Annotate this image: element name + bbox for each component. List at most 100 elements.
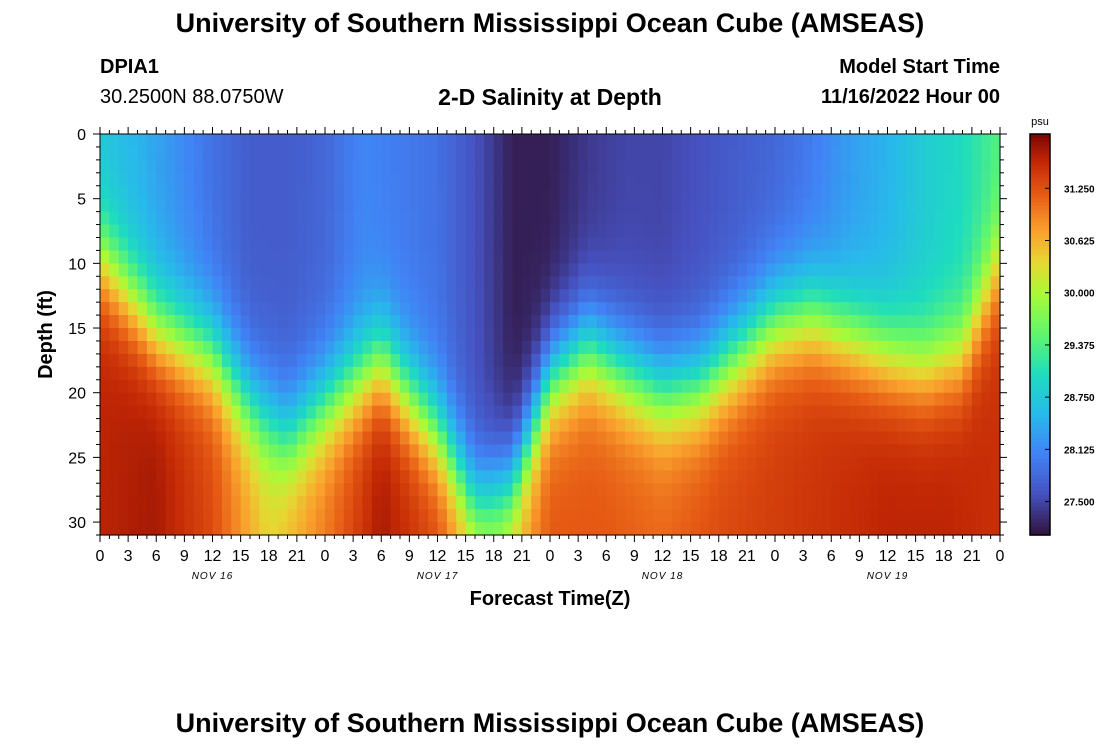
heatmap-cell [325, 146, 335, 161]
heatmap-cell [728, 457, 739, 471]
colorbar-tick-label: 28.125 [1064, 445, 1095, 456]
heatmap-cell [184, 250, 195, 264]
heatmap-cell [306, 366, 317, 381]
heatmap-cell [371, 405, 382, 420]
heatmap-cell [203, 405, 214, 420]
heatmap-cell [268, 444, 279, 458]
heatmap-cell [596, 263, 607, 277]
heatmap-cell [887, 224, 898, 239]
heatmap-cell [400, 134, 410, 148]
heatmap-cell [371, 185, 382, 200]
heatmap-cell [456, 250, 467, 264]
heatmap-cell [906, 276, 917, 290]
heatmap-cell [100, 289, 110, 303]
heatmap-cell [446, 522, 457, 536]
heatmap-cell [456, 444, 467, 458]
heatmap-cell [493, 379, 504, 394]
heatmap-cell [390, 172, 401, 187]
heatmap-cell [990, 185, 1001, 200]
heatmap-cell [325, 315, 335, 329]
heatmap-cell [156, 470, 167, 484]
heatmap-cell [625, 328, 635, 342]
heatmap-cell [456, 302, 467, 316]
heatmap-cell [268, 353, 279, 368]
heatmap-cell [925, 470, 935, 484]
heatmap-cell [559, 366, 570, 381]
heatmap-cell [268, 185, 279, 200]
heatmap-cell [662, 405, 673, 420]
heatmap-cell [643, 289, 654, 303]
colorbar-segment [1030, 490, 1050, 496]
heatmap-cell [971, 276, 982, 290]
colorbar-tick-label: 30.625 [1064, 237, 1095, 248]
heatmap-cell [840, 444, 851, 458]
heatmap-cell [840, 185, 851, 200]
heatmap-cell [390, 496, 401, 510]
heatmap-cell [446, 457, 457, 471]
heatmap-cell [634, 392, 645, 407]
heatmap-cell [437, 379, 448, 394]
heatmap-cell [287, 276, 298, 290]
heatmap-cell [559, 250, 570, 264]
heatmap-cell [156, 392, 167, 407]
x-tick-label: 15 [682, 548, 700, 565]
heatmap-cell [803, 457, 814, 471]
heatmap-cell [287, 315, 298, 329]
heatmap-cell [559, 224, 570, 239]
heatmap-cell [634, 172, 645, 187]
heatmap-cell [615, 405, 626, 420]
heatmap-cell [381, 146, 392, 161]
heatmap-cell [193, 522, 204, 536]
x-tick-label: 0 [546, 548, 555, 565]
heatmap-cell [925, 340, 935, 355]
heatmap-cell [493, 366, 504, 381]
heatmap-cell [765, 353, 776, 368]
heatmap-cell [943, 392, 954, 407]
heatmap-cell [906, 159, 917, 174]
heatmap-cell [943, 353, 954, 368]
heatmap-cell [456, 146, 467, 161]
heatmap-cell [793, 237, 804, 252]
heatmap-cell [896, 379, 907, 394]
heatmap-cell [878, 211, 889, 226]
heatmap-cell [428, 379, 439, 394]
heatmap-cell [728, 509, 739, 523]
heatmap-cell [371, 457, 382, 471]
heatmap-cell [700, 405, 710, 420]
heatmap-cell [371, 289, 382, 303]
heatmap-cell [606, 496, 617, 510]
heatmap-cell [690, 353, 701, 368]
heatmap-cell [953, 340, 964, 355]
heatmap-cell [315, 509, 326, 523]
heatmap-cell [568, 185, 579, 200]
heatmap-cell [859, 366, 870, 381]
heatmap-cell [156, 185, 167, 200]
heatmap-cell [371, 224, 382, 239]
heatmap-cell [175, 379, 185, 394]
heatmap-cell [334, 444, 345, 458]
heatmap-cell [700, 172, 710, 187]
heatmap-cell [634, 379, 645, 394]
heatmap-cell [353, 418, 364, 433]
heatmap-cell [671, 198, 682, 213]
heatmap-cell [681, 159, 692, 174]
heatmap-cell [887, 353, 898, 368]
heatmap-cell [203, 444, 214, 458]
heatmap-cell [484, 276, 495, 290]
heatmap-cell [250, 185, 260, 200]
heatmap-cell [137, 250, 148, 264]
heatmap-cell [221, 328, 232, 342]
heatmap-cell [531, 457, 542, 471]
heatmap-cell [784, 405, 795, 420]
heatmap-cell [653, 237, 664, 252]
heatmap-cell [203, 198, 214, 213]
heatmap-cell [540, 302, 551, 316]
heatmap-cell [906, 431, 917, 446]
heatmap-cell [643, 366, 654, 381]
heatmap-cell [418, 237, 429, 252]
heatmap-cell [325, 340, 335, 355]
heatmap-cell [343, 237, 354, 252]
heatmap-cell [625, 444, 635, 458]
heatmap-cell [193, 237, 204, 252]
x-tick-label: 3 [124, 548, 133, 565]
